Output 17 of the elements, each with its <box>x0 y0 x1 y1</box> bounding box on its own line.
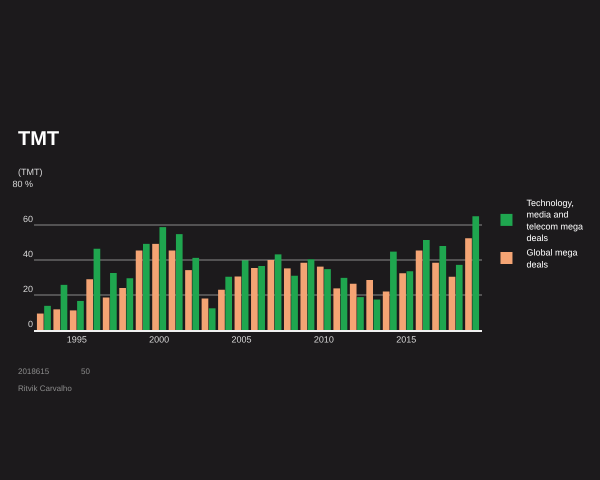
x-tick-label: 2010 <box>314 334 334 345</box>
chart-title: TMT <box>18 128 60 150</box>
x-tick-label: 2005 <box>232 334 252 345</box>
y-tick-label: 0 <box>28 318 33 329</box>
y-tick-label: 60 <box>22 214 33 224</box>
y-tick-label: 20 <box>22 284 33 294</box>
legend-label: Technology, media and telecom mega deals <box>526 198 584 243</box>
x-tick-label: 2015 <box>396 334 416 345</box>
legend-label: Global mega deals <box>526 248 578 270</box>
x-tick-label: 1995 <box>66 334 87 345</box>
text: 50 <box>81 367 90 376</box>
y-axis-title: (TMT) <box>18 167 42 177</box>
x-tick-label: 2000 <box>149 334 170 345</box>
y-tick-label: 80 % <box>12 178 33 189</box>
text: 2018615 <box>18 367 50 376</box>
text: Ritvik Carvalho <box>18 384 72 393</box>
y-tick-label: 40 <box>22 248 33 259</box>
